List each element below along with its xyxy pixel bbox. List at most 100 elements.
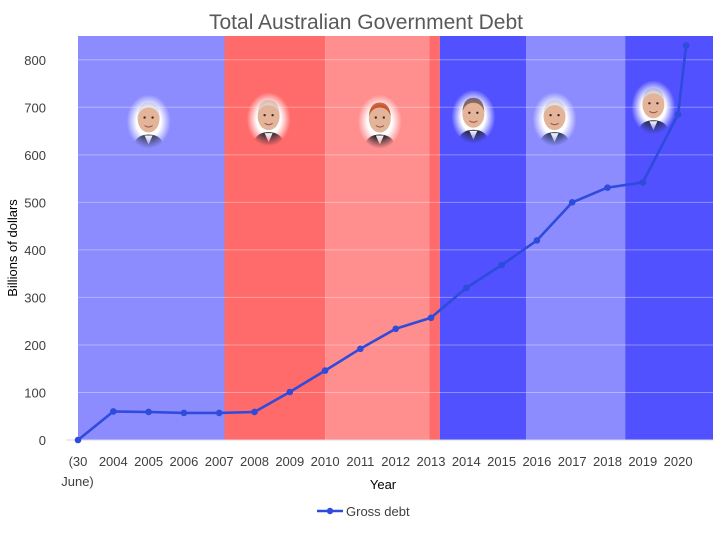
portrait-eye-right [557, 113, 560, 117]
portrait-hair [257, 100, 280, 115]
data-point-2014 [463, 284, 470, 292]
data-point-2018 [604, 184, 611, 191]
x-tick-label-2014: 2014 [452, 454, 481, 469]
data-point-2020 [674, 111, 682, 118]
portrait-face [543, 102, 566, 131]
portrait-hair [137, 102, 160, 117]
data-point-2008 [251, 408, 258, 416]
legend: Gross debt [317, 504, 410, 519]
x-tick-label-2010: 2010 [311, 454, 340, 469]
portrait-collar [144, 135, 153, 145]
y-tick-label-600: 600 [24, 148, 46, 163]
data-point-2007 [215, 409, 223, 417]
portrait-face [137, 104, 160, 133]
portrait-eye-right [656, 102, 659, 105]
portrait-hair [543, 100, 566, 115]
portrait-face [642, 90, 665, 119]
portrait-eye-right [271, 113, 274, 117]
portrait-collar [375, 135, 384, 145]
portrait-face-5 [532, 92, 577, 147]
data-point-2009 [286, 388, 294, 396]
portrait-eye-right [382, 116, 386, 119]
x-axis-title: Year [370, 477, 397, 492]
portrait-hair [642, 88, 665, 103]
portrait-face [368, 104, 391, 133]
data-point-2019 [639, 179, 647, 186]
portrait-hair [368, 102, 391, 117]
legend-label: Gross debt [346, 504, 410, 519]
y-tick-label-200: 200 [24, 338, 46, 353]
x-tick-label-2007: 2007 [205, 454, 234, 469]
data-point-2016 [533, 237, 541, 244]
chart-title: Total Australian Government Debt [209, 11, 523, 34]
x-tick-label-0-line-2: June) [61, 474, 94, 489]
y-tick-label-700: 700 [24, 100, 46, 115]
y-tick-label-100: 100 [24, 385, 46, 400]
data-point-2017 [568, 199, 576, 206]
data-point-2015 [498, 261, 505, 269]
x-tick-label-2020: 2020 [664, 454, 693, 469]
portrait-eye-left [374, 116, 378, 119]
portrait-face-3 [357, 94, 402, 149]
y-axis-title: Billions of dollars [5, 199, 20, 297]
portrait-face-2 [246, 92, 291, 147]
x-tick-label-2012: 2012 [381, 454, 410, 469]
portrait-collar [469, 130, 478, 140]
background-band-4 [429, 36, 440, 440]
portrait-mouth [144, 125, 153, 128]
portrait-hair [462, 97, 485, 112]
x-tick-label-2018: 2018 [593, 454, 622, 469]
portrait-eye-right [476, 111, 479, 114]
x-tick-label-2009: 2009 [275, 454, 304, 469]
y-tick-label-400: 400 [24, 243, 46, 258]
portrait-collar [649, 121, 658, 131]
portrait-eye-left [549, 113, 552, 117]
x-tick-label-2019: 2019 [628, 454, 657, 469]
data-point-2005 [145, 408, 152, 416]
x-tick-label-0-line-1: (30 [69, 454, 88, 469]
x-tick-label-2011: 2011 [346, 454, 374, 469]
portrait-mouth [550, 122, 559, 126]
data-point-2011 [357, 345, 364, 353]
x-tick-label-2005: 2005 [134, 454, 163, 469]
portrait-collar [550, 133, 559, 143]
portrait-collar [264, 133, 273, 143]
portrait-face-4 [451, 89, 496, 144]
portrait-eye-left [648, 102, 651, 105]
portrait-face [257, 102, 280, 131]
portrait-eye-left [263, 113, 266, 117]
x-tick-label-2004: 2004 [99, 454, 128, 469]
x-tick-label-2015: 2015 [487, 454, 516, 469]
data-point-2010 [321, 367, 329, 374]
data-point--30-June- [74, 436, 82, 444]
portrait-eye-left [143, 116, 146, 119]
x-tick-label-2013: 2013 [417, 454, 446, 469]
x-tick-label-2008: 2008 [240, 454, 269, 469]
series [74, 42, 690, 444]
data-point-2012 [392, 325, 400, 333]
portrait-face-1 [126, 94, 171, 149]
x-tick-label-2006: 2006 [169, 454, 198, 469]
legend-marker [326, 507, 334, 515]
y-tick-label-0: 0 [39, 433, 46, 448]
portrait-face-6 [631, 80, 676, 135]
data-point-2013 [427, 314, 435, 322]
x-tick-label-2016: 2016 [522, 454, 551, 469]
portrait-eye-right [151, 116, 154, 119]
portrait-mouth [264, 122, 273, 126]
y-tick-label-300: 300 [24, 290, 46, 305]
data-point-2006 [180, 409, 188, 417]
portrait-mouth [375, 125, 385, 128]
axes: 0 100 200 300 400 500 600 700 800 (30 June) 2004 200… [24, 53, 713, 489]
portrait-mouth [649, 110, 658, 114]
data-point-2020-end [682, 42, 690, 49]
portrait-eye-left [468, 111, 471, 114]
portrait-mouth [469, 120, 478, 123]
data-point-2004 [110, 408, 117, 415]
y-tick-label-800: 800 [24, 53, 46, 68]
portrait-face [462, 99, 485, 128]
x-tick-label-2017: 2017 [558, 454, 587, 469]
y-tick-label-500: 500 [24, 195, 46, 210]
